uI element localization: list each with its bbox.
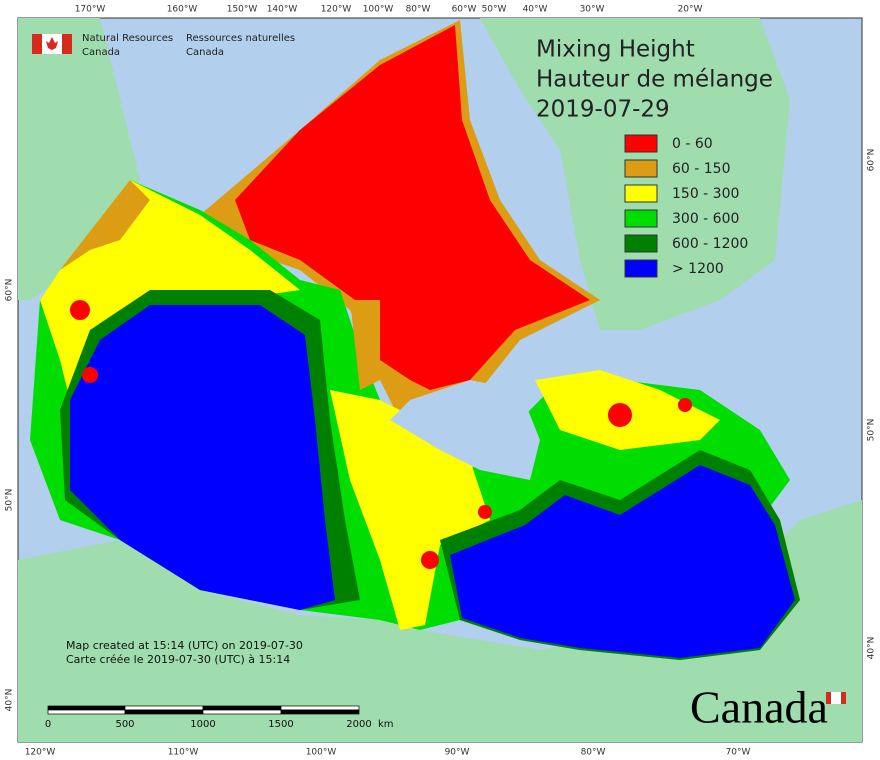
legend-swatch (624, 259, 658, 278)
legend-label: 0 - 60 (672, 136, 713, 152)
scale-unit: km (378, 719, 394, 730)
graticule-label: 170°W (75, 5, 106, 15)
graticule-label: 70°W (726, 748, 751, 758)
region (70, 305, 335, 610)
credit: Carte créée le 2019-07-30 (UTC) à 15:14 (66, 653, 290, 666)
graticule-label: 140°W (267, 5, 298, 15)
legend-swatch (624, 184, 658, 203)
region (678, 398, 692, 412)
region (350, 300, 380, 390)
region (70, 300, 90, 320)
region (608, 403, 632, 427)
scale-segment (202, 709, 282, 715)
legend-swatch (624, 209, 658, 228)
legend-label: 150 - 300 (672, 186, 739, 202)
agency-logo (32, 34, 72, 54)
graticule-label: 120°W (321, 5, 352, 15)
legend-swatch (624, 134, 658, 153)
graticule-label: 60°N (867, 149, 877, 172)
graticule-label: 30°W (580, 5, 605, 15)
legend-swatch (624, 234, 658, 253)
scale-segment (47, 709, 126, 715)
graticule-label: 20°W (678, 5, 703, 15)
alaska (18, 18, 140, 300)
agency-name: Ressources naturelles (186, 33, 295, 44)
graticule-label: 40°N (5, 689, 15, 712)
graticule-label: 40°N (867, 637, 877, 660)
graticule-label: 50°W (482, 5, 507, 15)
flag-band (62, 34, 72, 54)
scale-label: 0 (45, 719, 51, 730)
graticule-label: 80°W (581, 748, 606, 758)
graticule-label: 90°W (445, 748, 470, 758)
flag-band (32, 34, 42, 54)
region (60, 180, 150, 270)
maple-leaf (46, 37, 58, 50)
graticule-label: 40°W (523, 5, 548, 15)
scale-segment (124, 705, 204, 711)
united-states (18, 500, 862, 742)
hudson-bay (390, 380, 540, 480)
legend-label: 300 - 600 (672, 211, 739, 227)
graticule-label: 50°N (5, 489, 15, 512)
graticule-label: 160°W (167, 5, 198, 15)
graticule-label: 80°W (406, 5, 431, 15)
overlay: Mixing Height Hauteur de mélange 2019-07-2… (5, 5, 877, 758)
graticule-label: 60°W (452, 5, 477, 15)
scale-label: 1500 (268, 719, 293, 730)
wordmark-flag (826, 692, 846, 704)
region (82, 367, 98, 383)
legend-label: 60 - 150 (672, 161, 731, 177)
graticule-label: 120°W (25, 748, 56, 758)
title: 2019-07-29 (536, 97, 670, 123)
agency-name: Canada (82, 47, 120, 58)
scale-segment (280, 705, 360, 711)
region (450, 465, 795, 658)
scale-label: 500 (115, 719, 134, 730)
credit: Map created at 15:14 (UTC) on 2019-07-30 (66, 639, 303, 652)
legend-swatch (624, 159, 658, 178)
wordmark: Canada (690, 682, 828, 733)
flag-field (831, 692, 841, 704)
legend-label: 600 - 1200 (672, 236, 748, 252)
agency-name: Canada (186, 47, 224, 58)
graticule-label: 50°N (867, 419, 877, 442)
agency-name: Natural Resources (82, 33, 173, 44)
mixing-height-field (30, 20, 800, 660)
title: Mixing Height (536, 37, 695, 63)
region (421, 551, 439, 569)
scale-segment (124, 709, 204, 715)
region (235, 25, 590, 390)
graticule-label: 110°W (168, 748, 199, 758)
legend-label: > 1200 (672, 261, 724, 277)
graticule-label: 150°W (227, 5, 258, 15)
graticule-label: 60°N (5, 279, 15, 302)
scale-label: 2000 (346, 719, 371, 730)
scale-segment (47, 705, 126, 711)
scale-label: 1000 (190, 719, 215, 730)
graticule-label: 100°W (363, 5, 394, 15)
region (478, 505, 492, 519)
title: Hauteur de mélange (536, 67, 773, 93)
graticule-label: 100°W (306, 748, 337, 758)
scale-segment (280, 709, 360, 715)
scale-segment (202, 705, 282, 711)
